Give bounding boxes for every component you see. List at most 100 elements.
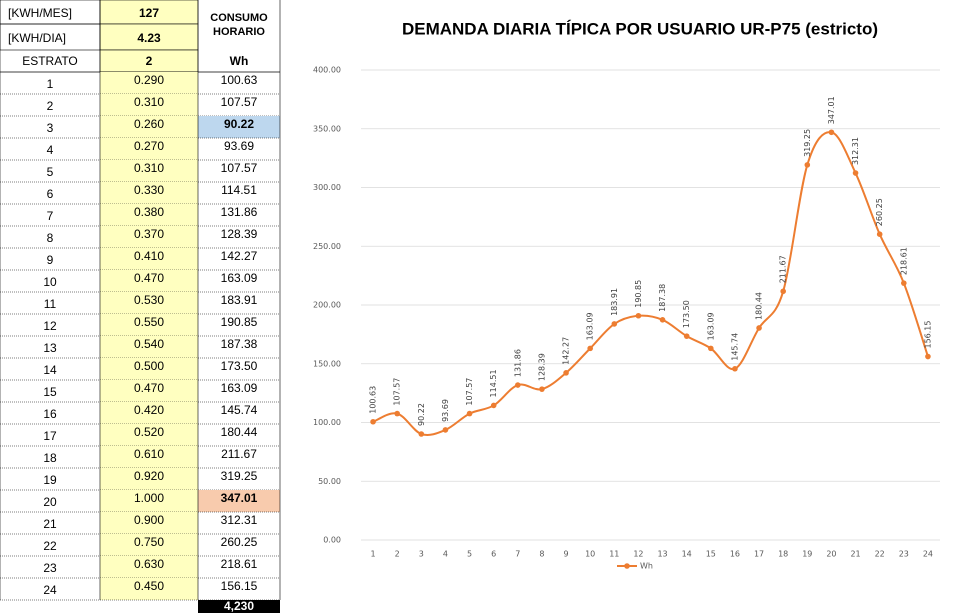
point bbox=[708, 345, 714, 352]
legend-label: Wh bbox=[640, 562, 653, 571]
cell-text: 21 bbox=[43, 517, 57, 531]
total: 4,230 bbox=[224, 599, 254, 613]
cell-text: 3 bbox=[47, 121, 54, 135]
x-tick-label: 3 bbox=[419, 550, 424, 559]
cell bbox=[100, 94, 198, 116]
value-label: 312.31 bbox=[851, 137, 860, 165]
value-label: 128.39 bbox=[537, 353, 546, 381]
cell bbox=[100, 182, 198, 204]
point bbox=[756, 325, 762, 331]
cell-text: 0.380 bbox=[134, 205, 164, 219]
cell-text: 319.25 bbox=[221, 469, 258, 483]
value-label: 131.86 bbox=[513, 349, 522, 377]
cell bbox=[100, 116, 198, 138]
cell-text: 0.330 bbox=[134, 183, 164, 197]
column-header: Wh bbox=[230, 54, 249, 68]
cell-text: 0.450 bbox=[134, 579, 164, 593]
cell-text: 16 bbox=[43, 407, 57, 421]
y-tick-label: 100.00 bbox=[313, 418, 341, 427]
x-tick-label: 7 bbox=[515, 550, 520, 559]
cell-text: 7 bbox=[47, 209, 54, 223]
header-label: [KWH/DIA] bbox=[8, 31, 66, 45]
cell-text: 347.01 bbox=[221, 491, 258, 505]
cell bbox=[100, 314, 198, 336]
cell-text: 13 bbox=[43, 341, 57, 355]
y-tick-label: 350.00 bbox=[313, 124, 341, 133]
x-tick-label: 9 bbox=[564, 550, 569, 559]
cell bbox=[100, 578, 198, 600]
value-label: 107.57 bbox=[393, 378, 402, 406]
consumo-word: CONSUMO bbox=[210, 12, 268, 24]
cell-text: 100.63 bbox=[221, 73, 258, 87]
value-label: 163.09 bbox=[706, 312, 715, 340]
cell-text: 15 bbox=[43, 385, 57, 399]
x-tick-label: 20 bbox=[826, 550, 836, 559]
value-label: 190.85 bbox=[634, 280, 643, 308]
cell-text: 8 bbox=[47, 231, 54, 245]
point bbox=[804, 162, 811, 168]
cell bbox=[100, 512, 198, 534]
cell-text: 0.920 bbox=[134, 469, 164, 483]
cell bbox=[100, 380, 198, 402]
cell bbox=[100, 160, 198, 182]
y-tick-label: 0.00 bbox=[323, 536, 341, 545]
cell-text: 0.420 bbox=[134, 403, 164, 417]
cell-text: 145.74 bbox=[221, 403, 258, 417]
cell-text: 187.38 bbox=[221, 337, 258, 351]
y-tick-label: 150.00 bbox=[313, 359, 341, 368]
value-label: 100.63 bbox=[369, 386, 378, 414]
point bbox=[683, 333, 690, 339]
point bbox=[852, 170, 859, 176]
cell bbox=[100, 248, 198, 270]
cell-text: 0.550 bbox=[134, 315, 164, 329]
x-tick-label: 11 bbox=[609, 550, 619, 559]
point bbox=[659, 317, 666, 323]
cell-text: 107.57 bbox=[221, 95, 258, 109]
point bbox=[925, 353, 931, 360]
point bbox=[828, 129, 835, 136]
header-value: 4.23 bbox=[137, 31, 161, 45]
x-tick-label: 1 bbox=[371, 550, 376, 559]
cell bbox=[100, 534, 198, 556]
cell-text: 0.470 bbox=[134, 381, 164, 395]
point bbox=[611, 321, 618, 327]
cell-text: 22 bbox=[43, 539, 57, 553]
x-tick-label: 5 bbox=[467, 550, 472, 559]
cell-text: 11 bbox=[44, 297, 57, 311]
cell-text: 93.69 bbox=[224, 139, 254, 153]
y-tick-label: 300.00 bbox=[313, 183, 341, 192]
point bbox=[370, 418, 376, 425]
x-tick-label: 14 bbox=[682, 550, 692, 559]
cell bbox=[100, 490, 198, 512]
cell-text: 19 bbox=[43, 473, 57, 487]
x-tick-label: 17 bbox=[754, 550, 764, 559]
consumo-word: HORARIO bbox=[213, 26, 265, 38]
cell-text: 0.540 bbox=[134, 337, 164, 351]
point bbox=[418, 431, 425, 437]
cell bbox=[100, 292, 198, 314]
value-label: 187.38 bbox=[658, 284, 667, 312]
value-label: 90.22 bbox=[417, 403, 426, 426]
value-label: 183.91 bbox=[610, 288, 619, 316]
cell-text: 211.67 bbox=[221, 447, 257, 461]
cell-text: 0.270 bbox=[134, 139, 164, 153]
cell-text: 18 bbox=[43, 451, 57, 465]
cell-text: 260.25 bbox=[221, 535, 258, 549]
point bbox=[515, 382, 521, 388]
value-label: 156.15 bbox=[923, 321, 932, 349]
column-header: 2 bbox=[146, 54, 153, 68]
cell-text: 0.520 bbox=[134, 425, 164, 439]
cell-text: 10 bbox=[43, 275, 57, 289]
cell-text: 0.630 bbox=[134, 557, 164, 571]
cell-text: 107.57 bbox=[221, 161, 258, 175]
value-label: 218.61 bbox=[899, 247, 908, 275]
cell-text: 12 bbox=[43, 319, 57, 333]
cell bbox=[100, 424, 198, 446]
cell-text: 0.750 bbox=[134, 535, 164, 549]
cell-text: 131.86 bbox=[221, 205, 258, 219]
cell-text: 0.310 bbox=[134, 95, 164, 109]
cell-text: 23 bbox=[43, 561, 57, 575]
x-tick-label: 13 bbox=[657, 550, 667, 559]
value-label: 142.27 bbox=[562, 337, 571, 365]
cell-text: 114.51 bbox=[221, 183, 257, 197]
